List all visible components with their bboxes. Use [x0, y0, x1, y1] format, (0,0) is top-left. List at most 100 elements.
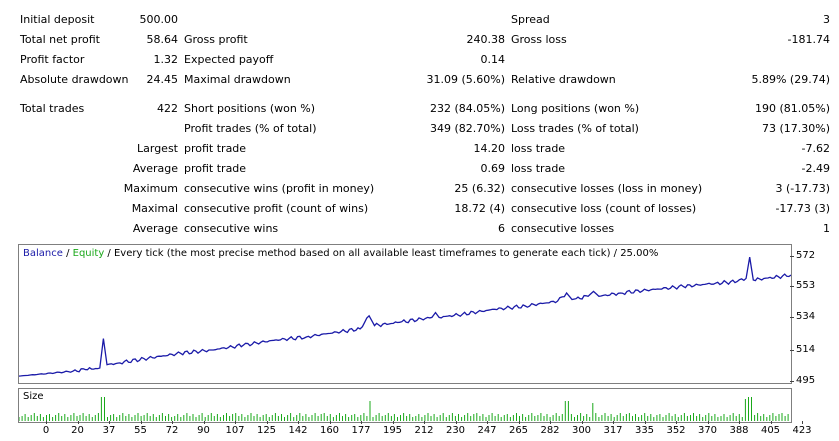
gross-profit-label: Gross profit: [184, 33, 248, 46]
x-tick-label: 370: [697, 425, 718, 436]
x-tick-mark: [266, 421, 268, 424]
total-net-profit-value: 58.64: [146, 33, 179, 46]
legend-equity: Equity: [72, 248, 105, 259]
maximal-consecutive-profit-value: 18.72 (4): [454, 202, 505, 215]
balance-series-line: [19, 256, 791, 377]
average-profit-value: 0.69: [480, 162, 506, 175]
maximal-drawdown-value: 31.09 (5.60%): [426, 73, 505, 86]
x-tick-mark: [487, 421, 488, 424]
long-positions-value: 190 (81.05%): [754, 102, 830, 115]
profit-trades-label: Profit trades (% of total): [184, 122, 317, 135]
y-tick-label: 495: [796, 375, 816, 386]
x-tick-mark: [172, 421, 173, 424]
legend-separator: /: [62, 248, 73, 259]
absolute-drawdown-value: 24.45: [146, 73, 179, 86]
spread-label: Spread: [511, 13, 550, 26]
average-loss-label: loss trade: [511, 162, 566, 175]
spread-value: 3: [823, 13, 830, 26]
x-tick-mark: [329, 421, 331, 424]
y-tick-label: 534: [796, 311, 816, 323]
profit-trades-value: 349 (82.70%): [429, 122, 505, 135]
x-tick-label: 20: [71, 425, 84, 436]
max-consecutive-losses-value: 3 (-17.73): [775, 182, 830, 195]
x-tick-mark: [77, 421, 79, 424]
short-positions-label: Short positions (won %): [184, 102, 316, 115]
y-tick-mark: [790, 381, 794, 382]
x-tick-label: 265: [508, 425, 529, 436]
x-tick-label: 423: [792, 425, 812, 436]
x-tick-mark: [518, 421, 520, 424]
largest-label: Largest: [137, 142, 178, 155]
x-tick-label: 177: [351, 425, 371, 436]
max-consecutive-wins-value: 25 (6.32): [454, 182, 505, 195]
x-tick-mark: [707, 421, 709, 424]
x-tick-label: 195: [382, 425, 403, 436]
x-tick-label: 125: [256, 425, 277, 436]
x-tick-label: 160: [319, 425, 340, 436]
average-profit-label: profit trade: [184, 162, 247, 175]
x-tick-label: 352: [666, 425, 686, 436]
gross-loss-label: Gross loss: [511, 33, 567, 46]
y-tick-label: 514: [796, 344, 816, 356]
maximal-consecutive-loss-value: -17.73 (3): [775, 202, 830, 215]
x-tick-mark: [455, 421, 457, 424]
balance-line-plot: [19, 256, 791, 377]
total-trades-label: Total trades: [20, 102, 85, 115]
relative-drawdown-label: Relative drawdown: [511, 73, 616, 86]
max-consecutive-losses-label: consecutive losses (loss in money): [511, 182, 703, 195]
total-net-profit-label: Total net profit: [20, 33, 100, 46]
loss-trades-value: 73 (17.30%): [761, 122, 830, 135]
y-tick-label: 553: [796, 280, 816, 292]
x-tick-label: 230: [445, 425, 466, 436]
x-tick-mark: [361, 421, 362, 424]
largest-profit-value: 14.20: [473, 142, 506, 155]
y-tick-mark: [790, 286, 794, 288]
x-tick-mark: [46, 421, 47, 424]
maximal-consecutive-profit-label: consecutive profit (count of wins): [184, 202, 369, 215]
x-tick-mark: [424, 421, 425, 424]
x-tick-label: 90: [197, 425, 210, 436]
x-tick-mark: [802, 421, 803, 424]
gross-profit-value: 240.38: [466, 33, 506, 46]
average-loss-value: -2.49: [801, 162, 830, 175]
maximal-consecutive-loss-label: consecutive loss (count of losses): [511, 202, 697, 215]
y-tick-mark: [790, 350, 794, 352]
loss-trades-label: Loss trades (% of total): [511, 122, 639, 135]
x-tick-mark: [140, 421, 142, 424]
x-tick-label: 388: [729, 425, 749, 436]
initial-deposit-label: Initial deposit: [20, 13, 95, 26]
x-tick-label: 212: [414, 425, 434, 436]
size-histogram: Size: [18, 388, 792, 423]
maximal-label: Maximal: [131, 202, 178, 215]
largest-loss-value: -7.62: [801, 142, 830, 155]
x-tick-mark: [739, 421, 740, 424]
size-label: Size: [23, 391, 44, 402]
y-tick-label: 572: [796, 249, 816, 261]
chart-legend: Balance / Equity / Every tick (the most …: [23, 248, 658, 260]
profit-factor-value: 1.32: [153, 53, 179, 66]
x-tick-label: 107: [225, 425, 245, 436]
x-tick-mark: [235, 421, 236, 424]
expected-payoff-value: 0.14: [480, 53, 506, 66]
maximum-label: Maximum: [123, 182, 178, 195]
total-trades-value: 422: [157, 102, 178, 115]
x-tick-label: 0: [42, 425, 50, 436]
x-tick-mark: [644, 421, 646, 424]
x-tick-mark: [550, 421, 551, 424]
x-tick-mark: [109, 421, 110, 424]
x-tick-mark: [676, 421, 677, 424]
y-tick-mark: [790, 317, 794, 319]
absolute-drawdown-label: Absolute drawdown: [20, 73, 129, 86]
x-tick-label: 72: [165, 425, 179, 436]
x-tick-mark: [203, 421, 205, 424]
balance-chart: Balance / Equity / Every tick (the most …: [18, 244, 792, 384]
x-tick-label: 282: [540, 425, 560, 436]
x-tick-label: 300: [571, 425, 592, 436]
largest-profit-label: profit trade: [184, 142, 247, 155]
x-tick-label: 37: [102, 425, 116, 436]
legend-description: / Every tick (the most precise method ba…: [104, 248, 659, 259]
short-positions-value: 232 (84.05%): [429, 102, 505, 115]
long-positions-label: Long positions (won %): [511, 102, 640, 115]
x-tick-label: 335: [634, 425, 655, 436]
avg-consecutive-losses-value: 1: [823, 222, 830, 235]
